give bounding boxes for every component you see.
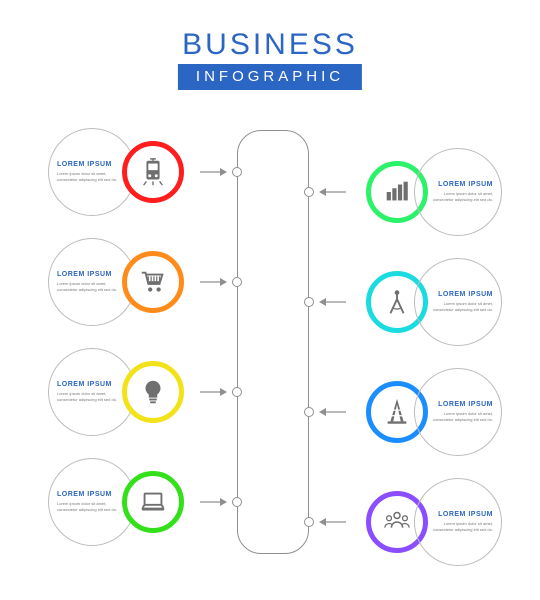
spine-node (232, 387, 242, 397)
spine-node (304, 517, 314, 527)
item-title: LOREM IPSUM (57, 161, 112, 168)
item-body: Lorem ipsum dolor sit amet, consectetur … (57, 281, 121, 292)
item-title: LOREM IPSUM (438, 511, 493, 518)
icon-circle (122, 361, 184, 423)
arrow-left-icon (318, 297, 346, 307)
bulb-icon (138, 377, 168, 407)
title-sub: INFOGRAPHIC (196, 68, 344, 85)
item-body: Lorem ipsum dolor sit amet, consectetur … (429, 411, 493, 422)
item-title: LOREM IPSUM (438, 291, 493, 298)
arrow-right-icon (200, 167, 228, 177)
icon-circle (122, 471, 184, 533)
spine-node (232, 497, 242, 507)
icon-circle (122, 251, 184, 313)
spine-node (304, 187, 314, 197)
people-icon (382, 507, 412, 537)
item-title: LOREM IPSUM (438, 181, 493, 188)
spine-node (304, 407, 314, 417)
item-title: LOREM IPSUM (57, 381, 112, 388)
item-body: Lorem ipsum dolor sit amet, consectetur … (429, 521, 493, 532)
arrow-left-icon (318, 407, 346, 417)
arrow-left-icon (318, 517, 346, 527)
arrow-right-icon (200, 277, 228, 287)
text-circle: LOREM IPSUM Lorem ipsum dolor sit amet, … (414, 478, 502, 566)
title-block: BUSINESS INFOGRAPHIC (178, 28, 362, 90)
tram-icon (138, 157, 168, 187)
item-title: LOREM IPSUM (57, 491, 112, 498)
icon-circle (122, 141, 184, 203)
text-circle: LOREM IPSUM Lorem ipsum dolor sit amet, … (414, 368, 502, 456)
arrow-left-icon (318, 187, 346, 197)
item-body: Lorem ipsum dolor sit amet, consectetur … (429, 191, 493, 202)
title-main: BUSINESS (178, 28, 362, 62)
text-circle: LOREM IPSUM Lorem ipsum dolor sit amet, … (414, 258, 502, 346)
title-sub-wrap: INFOGRAPHIC (178, 64, 362, 90)
item-body: Lorem ipsum dolor sit amet, consectetur … (57, 171, 121, 182)
text-circle: LOREM IPSUM Lorem ipsum dolor sit amet, … (414, 148, 502, 236)
rig-icon (382, 397, 412, 427)
chart-icon (382, 177, 412, 207)
item-title: LOREM IPSUM (57, 271, 112, 278)
item-body: Lorem ipsum dolor sit amet, consectetur … (57, 391, 121, 402)
item-body: Lorem ipsum dolor sit amet, consectetur … (57, 501, 121, 512)
item-title: LOREM IPSUM (438, 401, 493, 408)
spine-node (232, 277, 242, 287)
arrow-right-icon (200, 497, 228, 507)
item-body: Lorem ipsum dolor sit amet, consectetur … (429, 301, 493, 312)
laptop-icon (138, 487, 168, 517)
arrow-right-icon (200, 387, 228, 397)
cart-icon (138, 267, 168, 297)
spine-node (304, 297, 314, 307)
spine-node (232, 167, 242, 177)
compass-icon (382, 287, 412, 317)
